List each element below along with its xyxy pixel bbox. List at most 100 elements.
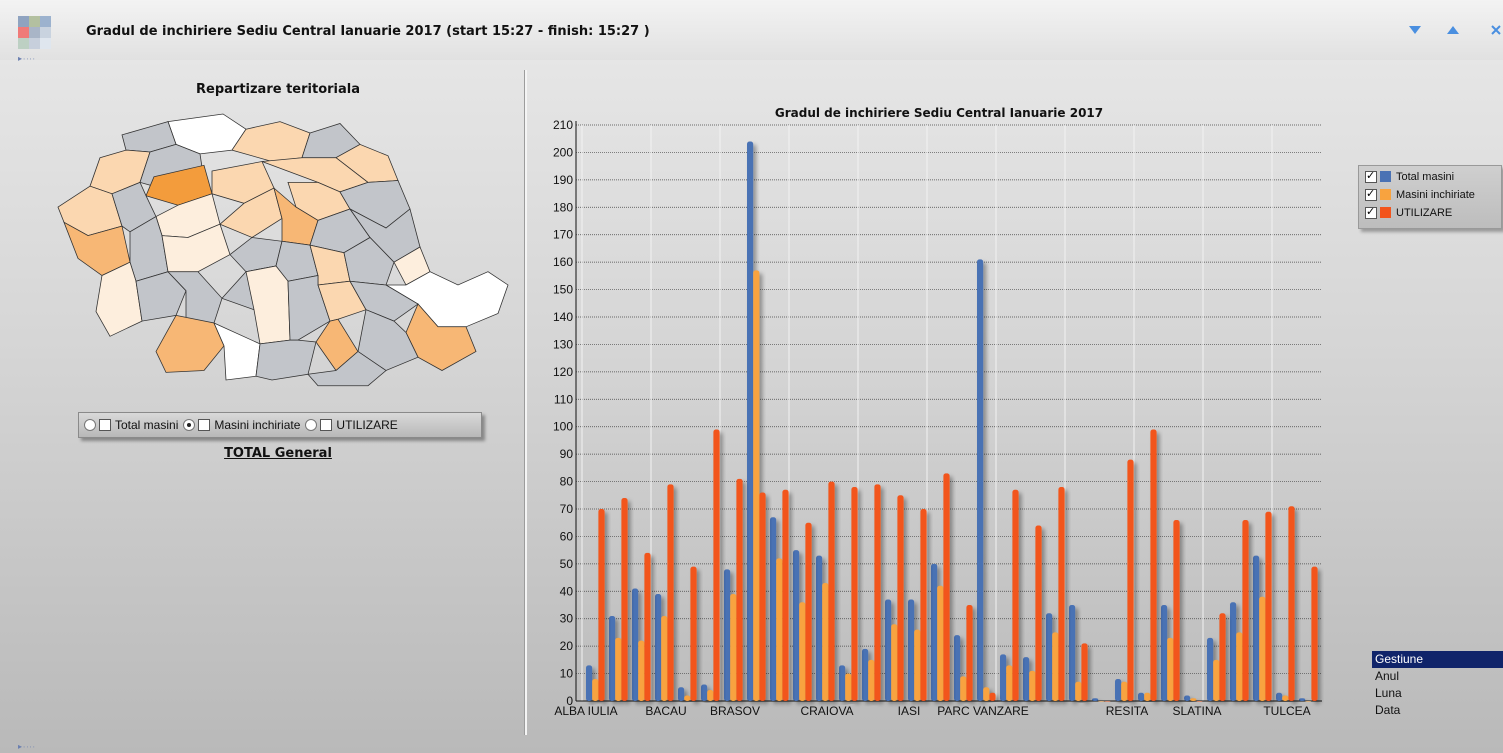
bar-2-23 <box>1127 459 1134 701</box>
x-tick-label: PARC VANZARE <box>937 704 1029 718</box>
grouping-listbox[interactable]: Gestiune Anul Luna Data <box>1372 651 1503 721</box>
y-tick-label: 200 <box>553 145 573 159</box>
bar-1-7 <box>753 270 760 701</box>
bar-0-25 <box>1161 605 1168 701</box>
bar-2-16 <box>966 605 973 701</box>
bar-1-28 <box>1236 632 1243 701</box>
bar-0-12 <box>862 648 869 701</box>
down-arrow-icon[interactable] <box>1408 24 1422 36</box>
grip-dots-icon: ▸∙∙∙∙ <box>18 54 36 63</box>
option-total-masini[interactable]: Total masini <box>84 418 178 432</box>
bar-2-28 <box>1242 519 1249 701</box>
map-panel: Repartizare teritoriala Total masini Mas… <box>18 70 518 740</box>
legend-item-masini-inchiriate[interactable]: Masini inchiriate <box>1365 187 1501 202</box>
radio-masini-inchiriate[interactable] <box>183 419 196 431</box>
bar-0-15 <box>931 563 938 701</box>
bar-0-8 <box>770 517 777 701</box>
x-tick-label: IASI <box>898 704 921 718</box>
bar-0-18 <box>1000 654 1007 701</box>
bar-1-26 <box>1190 698 1197 701</box>
bar-1-2 <box>638 640 645 701</box>
legend-item-total-masini[interactable]: Total masini <box>1365 169 1501 184</box>
bar-1-18 <box>1006 665 1013 701</box>
bar-1-22 <box>1098 701 1105 702</box>
x-tick-label: SLATINA <box>1172 704 1221 718</box>
option-label: Masini inchiriate <box>214 418 301 432</box>
legend-swatch <box>1380 207 1391 218</box>
county-region[interactable] <box>349 280 419 322</box>
romania-map <box>57 113 509 387</box>
bar-0-4 <box>678 687 685 701</box>
y-tick-label: 150 <box>553 283 573 297</box>
bar-1-0 <box>592 679 599 701</box>
bar-2-29 <box>1265 511 1272 701</box>
bar-0-1 <box>609 615 616 701</box>
list-item-gestiune[interactable]: Gestiune <box>1372 651 1503 668</box>
county-region[interactable] <box>317 280 367 322</box>
option-utilizare[interactable]: UTILIZARE <box>305 418 398 432</box>
option-label: UTILIZARE <box>336 418 398 432</box>
bar-2-8 <box>782 489 789 701</box>
total-general-link[interactable]: TOTAL General <box>224 446 332 461</box>
checkbox-icon <box>198 419 211 431</box>
bar-0-11 <box>839 665 846 701</box>
legend-item-utilizare[interactable]: UTILIZARE <box>1365 205 1501 220</box>
legend-checkbox[interactable] <box>1365 169 1377 183</box>
close-icon[interactable] <box>1490 24 1503 36</box>
county-region[interactable] <box>245 265 291 345</box>
bar-0-17 <box>977 259 984 701</box>
legend-label: UTILIZARE <box>1396 206 1453 219</box>
county-region[interactable] <box>307 351 387 387</box>
x-tick-label: RESITA <box>1106 704 1148 718</box>
radio-total-masini[interactable] <box>84 419 96 431</box>
up-arrow-icon[interactable] <box>1446 24 1460 36</box>
county-region[interactable] <box>213 322 261 381</box>
y-tick-label: 20 <box>560 639 574 653</box>
bar-1-20 <box>1052 632 1059 701</box>
y-tick-label: 140 <box>553 310 573 324</box>
radio-utilizare[interactable] <box>305 419 318 431</box>
bar-1-1 <box>615 637 622 701</box>
bar-2-21 <box>1081 643 1088 701</box>
legend-swatch <box>1380 171 1391 182</box>
bar-0-20 <box>1046 613 1053 701</box>
list-item-anul[interactable]: Anul <box>1375 669 1400 683</box>
bar-2-26 <box>1196 701 1203 702</box>
map-metric-selector: Total masini Masini inchiriate UTILIZARE <box>78 412 482 438</box>
bar-0-19 <box>1023 657 1030 701</box>
bar-1-15 <box>937 585 944 701</box>
bar-0-14 <box>908 599 915 701</box>
bar-1-13 <box>891 624 898 701</box>
bar-0-10 <box>816 555 823 701</box>
county-region[interactable] <box>343 237 395 286</box>
list-item-data[interactable]: Data <box>1375 703 1401 717</box>
bar-1-4 <box>684 695 691 701</box>
option-masini-inchiriate[interactable]: Masini inchiriate <box>183 418 300 432</box>
legend-checkbox[interactable] <box>1365 187 1377 201</box>
x-tick-label: BACAU <box>645 704 686 718</box>
bar-1-31 <box>1305 701 1312 702</box>
bar-0-7 <box>747 141 754 701</box>
legend-swatch <box>1380 189 1391 200</box>
legend-checkbox[interactable] <box>1365 205 1377 219</box>
legend-label: Total masini <box>1396 170 1455 183</box>
window-title: Gradul de inchiriere Sediu Central Ianua… <box>86 24 650 39</box>
bar-0-6 <box>724 569 731 701</box>
bar-2-14 <box>920 509 927 701</box>
county-region[interactable] <box>155 314 225 373</box>
bar-0-26 <box>1184 695 1191 701</box>
y-tick-label: 90 <box>560 447 574 461</box>
bar-1-3 <box>661 615 668 701</box>
bar-2-13 <box>897 495 904 701</box>
y-tick-label: 100 <box>553 420 573 434</box>
bar-1-27 <box>1213 659 1220 701</box>
county-region[interactable] <box>255 339 317 381</box>
y-tick-label: 210 <box>553 118 573 132</box>
county-region[interactable] <box>135 271 187 322</box>
bar-0-13 <box>885 599 892 701</box>
y-tick-label: 0 <box>566 694 573 708</box>
bar-1-23 <box>1121 681 1128 701</box>
list-item-luna[interactable]: Luna <box>1375 686 1402 700</box>
x-tick-label: BRASOV <box>710 704 760 718</box>
